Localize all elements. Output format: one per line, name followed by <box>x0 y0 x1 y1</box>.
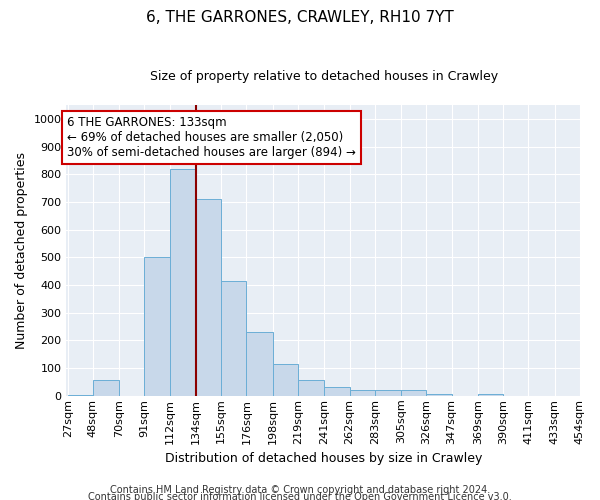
X-axis label: Distribution of detached houses by size in Crawley: Distribution of detached houses by size … <box>165 452 482 465</box>
Text: Contains HM Land Registry data © Crown copyright and database right 2024.: Contains HM Land Registry data © Crown c… <box>110 485 490 495</box>
Bar <box>68 394 93 396</box>
Bar <box>350 390 375 396</box>
Bar <box>273 364 298 396</box>
Bar <box>93 380 119 396</box>
Bar <box>221 281 247 396</box>
Bar <box>401 390 427 396</box>
Text: 6, THE GARRONES, CRAWLEY, RH10 7YT: 6, THE GARRONES, CRAWLEY, RH10 7YT <box>146 10 454 25</box>
Bar <box>170 168 196 396</box>
Bar <box>298 380 325 396</box>
Bar <box>478 394 503 396</box>
Bar <box>325 386 350 396</box>
Y-axis label: Number of detached properties: Number of detached properties <box>15 152 28 349</box>
Bar <box>427 394 452 396</box>
Bar <box>247 332 273 396</box>
Bar <box>196 199 221 396</box>
Text: Contains public sector information licensed under the Open Government Licence v3: Contains public sector information licen… <box>88 492 512 500</box>
Bar <box>375 390 401 396</box>
Text: 6 THE GARRONES: 133sqm
← 69% of detached houses are smaller (2,050)
30% of semi-: 6 THE GARRONES: 133sqm ← 69% of detached… <box>67 116 356 159</box>
Bar <box>145 258 170 396</box>
Title: Size of property relative to detached houses in Crawley: Size of property relative to detached ho… <box>150 70 498 83</box>
